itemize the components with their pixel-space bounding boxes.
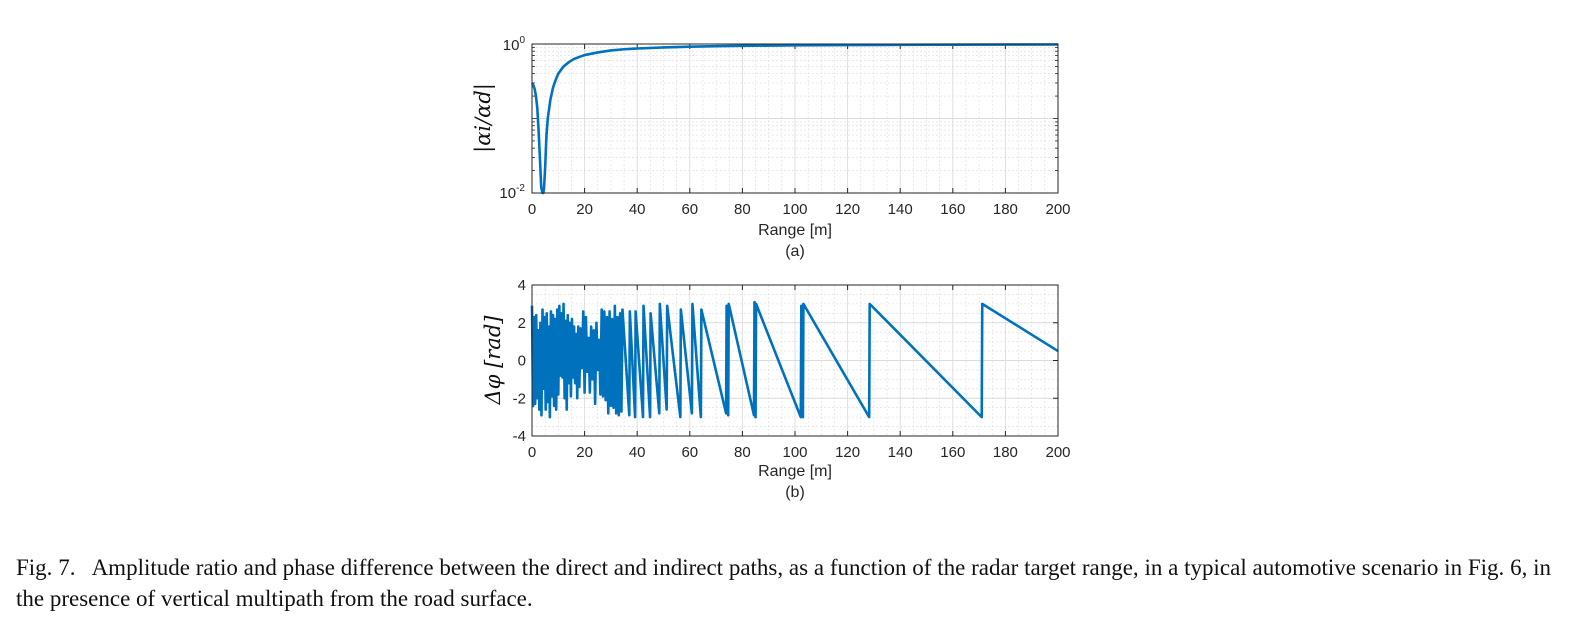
x-tick-label: 160 bbox=[940, 201, 965, 218]
panel-a: 0 20 40 60 80 100 120 140 160 180 200 100 10-2 |αi… bbox=[471, 35, 1071, 260]
x-tick-label: 100 bbox=[782, 201, 807, 218]
x-tick-label: 200 bbox=[1045, 444, 1070, 461]
series-line-a bbox=[530, 43, 1059, 195]
subtitle-a: (a) bbox=[785, 243, 805, 260]
x-tick-label: 200 bbox=[1045, 201, 1070, 218]
y-tick-labels-a: 100 10-2 bbox=[499, 35, 525, 202]
x-axis-label-b: Range [m] bbox=[758, 463, 832, 480]
subtitle-b: (b) bbox=[785, 484, 805, 501]
y-tick-label: 0 bbox=[518, 353, 526, 370]
panel-b: 0 20 40 60 80 100 120 140 160 180 200 420-2-4 Δφ [… bbox=[481, 277, 1071, 501]
x-tick-label: 160 bbox=[940, 444, 965, 461]
series-line-b bbox=[530, 300, 1059, 419]
grid-a bbox=[531, 44, 1059, 194]
y-axis-label-b: Δφ [rad] bbox=[481, 315, 505, 406]
x-tick-label: 40 bbox=[629, 444, 646, 461]
figure: 0 20 40 60 80 100 120 140 160 180 200 100 10-2 |αi… bbox=[471, 35, 1071, 501]
x-tick-label: 140 bbox=[888, 444, 913, 461]
x-tick-labels-b: 0 20 40 60 80 100 120 140 160 180 200 bbox=[528, 444, 1071, 461]
y-tick-labels-b: 4 2 0 -2 -4 bbox=[513, 277, 526, 445]
axes-box-a bbox=[531, 43, 1059, 194]
x-tick-label: 120 bbox=[835, 201, 860, 218]
y-tick-label-a: 100 bbox=[503, 35, 526, 54]
y-axis-label-a: |αi/αd| bbox=[471, 83, 496, 153]
x-tick-label: 0 bbox=[528, 201, 536, 218]
x-tick-label: 180 bbox=[993, 201, 1018, 218]
x-tick-label: 80 bbox=[734, 444, 751, 461]
caption-text: Amplitude ratio and phase difference bet… bbox=[16, 555, 1551, 611]
x-tick-label: 120 bbox=[835, 444, 860, 461]
x-tick-label: 180 bbox=[993, 444, 1018, 461]
axes-box-b bbox=[531, 284, 1059, 437]
x-tick-label: 60 bbox=[681, 201, 698, 218]
y-tick-label-a: 10-2 bbox=[499, 183, 525, 202]
x-tick-label: 60 bbox=[681, 444, 698, 461]
y-tick-label: 4 bbox=[518, 277, 526, 294]
x-tick-label: 80 bbox=[734, 201, 751, 218]
x-tick-label: 40 bbox=[629, 201, 646, 218]
x-tick-labels-a: 0 20 40 60 80 100 120 140 160 180 200 bbox=[528, 201, 1071, 218]
x-tick-label: 140 bbox=[888, 201, 913, 218]
y-tick-label: -4 bbox=[513, 428, 526, 445]
x-tick-label: 20 bbox=[576, 444, 593, 461]
x-axis-label-a: Range [m] bbox=[758, 222, 832, 239]
figure-caption: Fig. 7. Amplitude ratio and phase differ… bbox=[16, 552, 1551, 614]
x-tick-label: 0 bbox=[528, 444, 536, 461]
x-tick-label: 100 bbox=[782, 444, 807, 461]
y-tick-label: -2 bbox=[513, 390, 526, 407]
caption-label: Fig. 7. bbox=[16, 555, 76, 580]
x-tick-label: 20 bbox=[576, 201, 593, 218]
y-tick-label: 2 bbox=[518, 315, 526, 332]
